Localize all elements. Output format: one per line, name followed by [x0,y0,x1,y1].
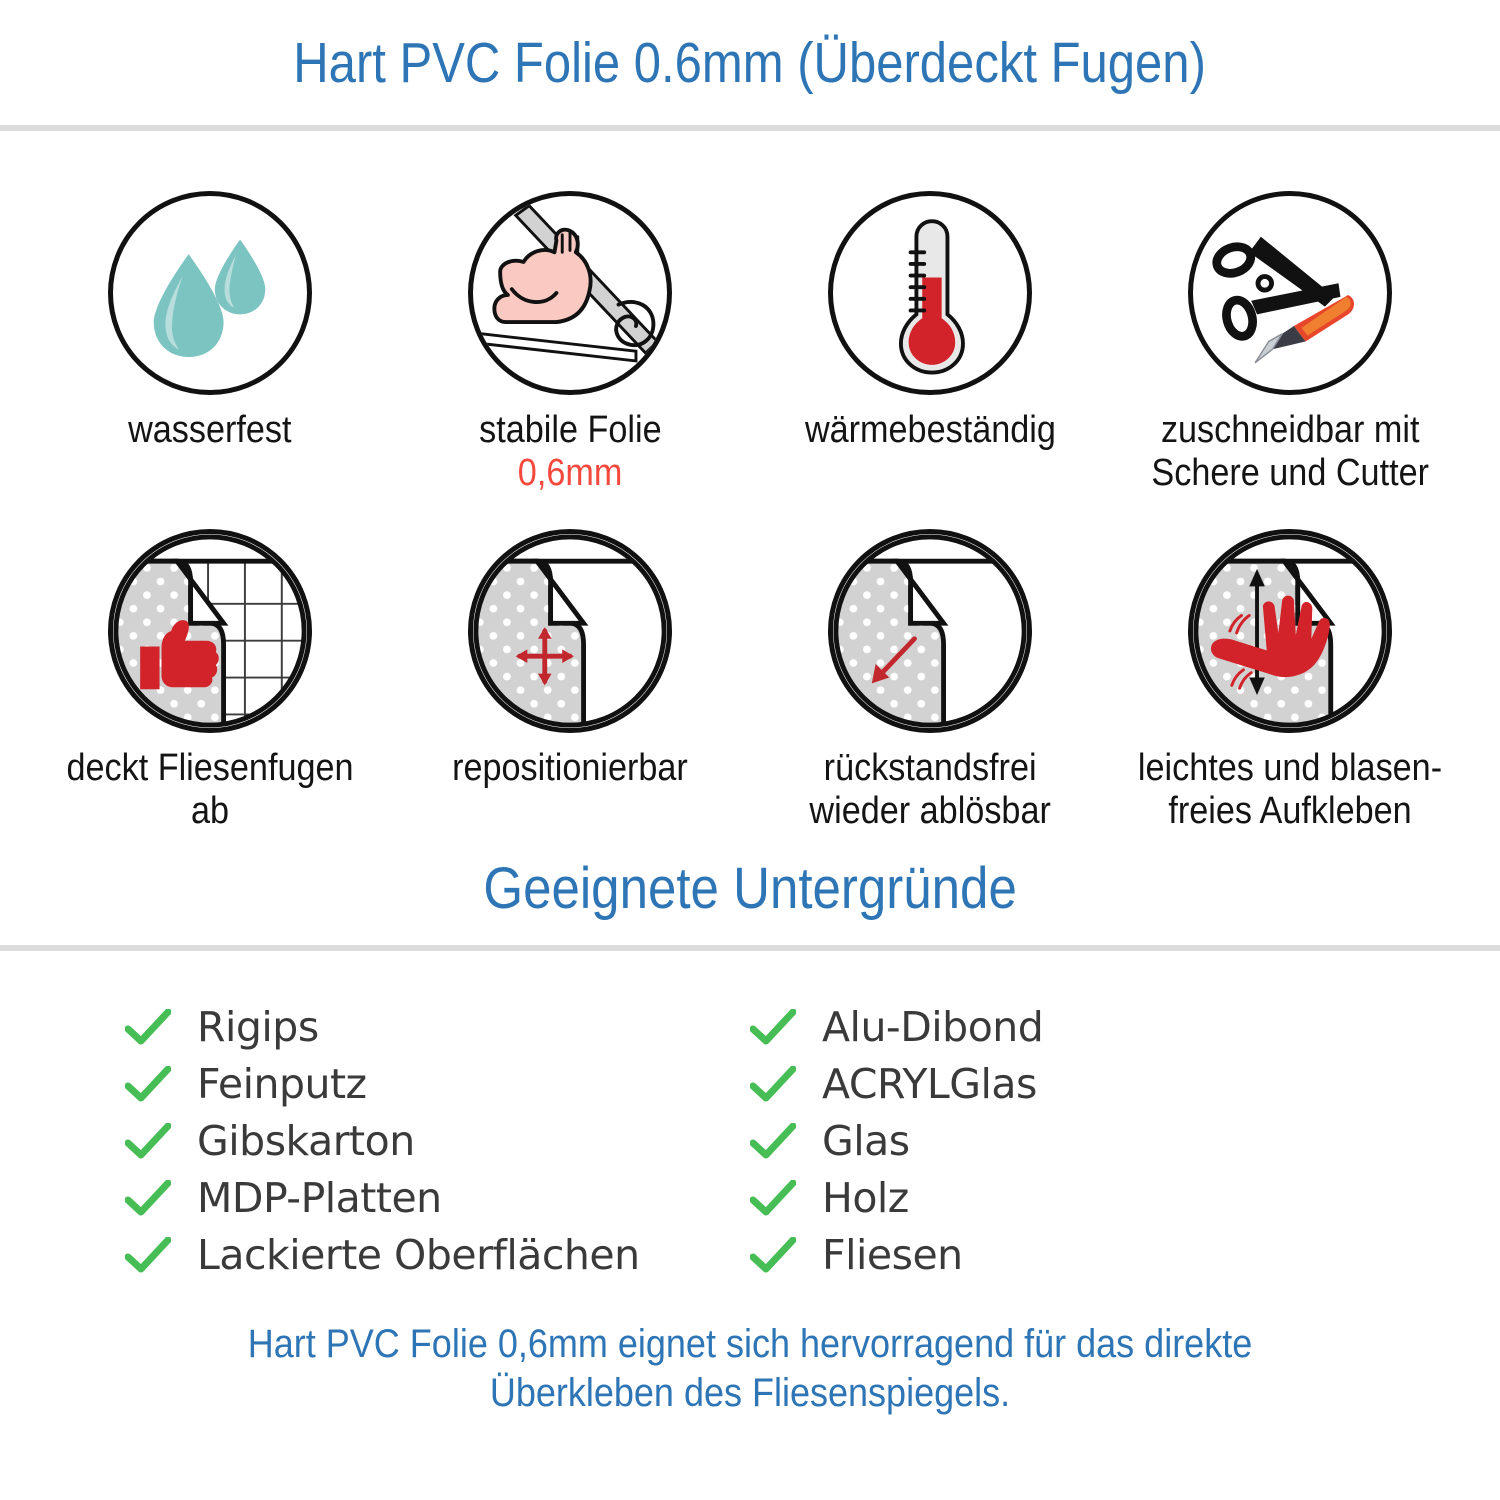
feature-label: rückstandsfrei wieder ablösbar [809,746,1051,832]
feature-label: repositionierbar [452,746,688,789]
feature-waermebestaendig: wärmebeständig [750,191,1110,495]
feature-repositionierbar: repositionierbar [390,528,750,833]
substrate-label: Holz [822,1174,909,1223]
list-item: MDP-Platten [125,1170,750,1227]
substrate-label: ACRYLGlas [822,1060,1037,1109]
check-icon [125,1066,171,1102]
list-item: Lackierte Oberflächen [125,1227,750,1284]
feature-label: wärmebeständig [804,409,1056,451]
feature-zuschneidbar: zuschneidbar mit Schere und Cutter [1110,191,1470,495]
list-item: Glas [750,1113,1500,1170]
feature-grid: wasserfest stabile Folie 0,6mm [0,131,1500,833]
substrate-label: MDP-Platten [197,1174,442,1223]
substrate-label: Glas [822,1117,910,1166]
check-icon [125,1237,171,1273]
substrates-list: Rigips Feinputz Gibskarton MDP-Platten L… [0,951,1500,1284]
thumbs-up-tile-grid-icon [108,528,312,733]
scissors-cutter-icon [1188,191,1392,395]
diagonal-peel-arrow-icon [828,528,1032,733]
check-icon [125,1180,171,1216]
feature-label: leichtes und blasen- freies Aufkleben [1137,746,1443,832]
list-item: Rigips [125,999,750,1056]
feature-label: zuschneidbar mit Schere und Cutter [1151,409,1429,494]
check-icon [750,1237,796,1273]
feature-label: wasserfest [128,409,292,451]
feature-wasserfest: wasserfest [30,191,390,495]
substrate-label: Fliesen [822,1231,963,1280]
substrate-label: Gibskarton [197,1117,415,1166]
substrate-label: Alu-Dibond [822,1003,1044,1052]
footer-note: Hart PVC Folie 0,6mm eignet sich hervorr… [247,1321,1253,1415]
list-item: Fliesen [750,1227,1500,1284]
feature-deckt-fliesenfugen: deckt Fliesenfugen ab [30,528,390,833]
four-way-arrow-film-icon [468,528,672,733]
substrates-column-left: Rigips Feinputz Gibskarton MDP-Platten L… [0,999,750,1284]
substrate-label: Feinputz [197,1060,367,1109]
feature-thickness-label: 0,6mm [517,451,623,494]
feature-stabile-folie: stabile Folie 0,6mm [390,191,750,495]
page-title: Hart PVC Folie 0.6mm (Überdeckt Fugen) [293,30,1207,95]
check-icon [750,1123,796,1159]
flexing-arm-film-roll-icon [468,191,672,395]
check-icon [750,1180,796,1216]
divider-substrates [0,944,1500,951]
feature-label: deckt Fliesenfugen ab [66,746,354,832]
list-item: ACRYLGlas [750,1056,1500,1113]
substrates-heading-wrap: Geeignete Untergründe [0,833,1500,945]
list-item: Holz [750,1170,1500,1227]
divider-top [0,125,1500,131]
substrates-heading: Geeignete Untergründe [483,856,1017,922]
check-icon [750,1066,796,1102]
feature-rueckstandsfrei: rückstandsfrei wieder ablösbar [750,528,1110,833]
page-header: Hart PVC Folie 0.6mm (Überdeckt Fugen) [0,0,1500,125]
list-item: Alu-Dibond [750,999,1500,1056]
check-icon [125,1009,171,1045]
water-drops-icon [108,191,312,395]
substrates-column-right: Alu-Dibond ACRYLGlas Glas Holz Fliesen [0,999,1500,1284]
feature-blasenfreies-aufkleben: leichtes und blasen- freies Aufkleben [1110,528,1470,833]
substrate-label: Lackierte Oberflächen [197,1231,640,1280]
thermometer-icon [828,191,1032,395]
check-icon [750,1009,796,1045]
list-item: Gibskarton [125,1113,750,1170]
check-icon [125,1123,171,1159]
feature-label: stabile Folie [478,409,662,451]
substrate-label: Rigips [197,1003,319,1052]
smoothing-hand-icon [1188,528,1392,733]
list-item: Feinputz [125,1056,750,1113]
